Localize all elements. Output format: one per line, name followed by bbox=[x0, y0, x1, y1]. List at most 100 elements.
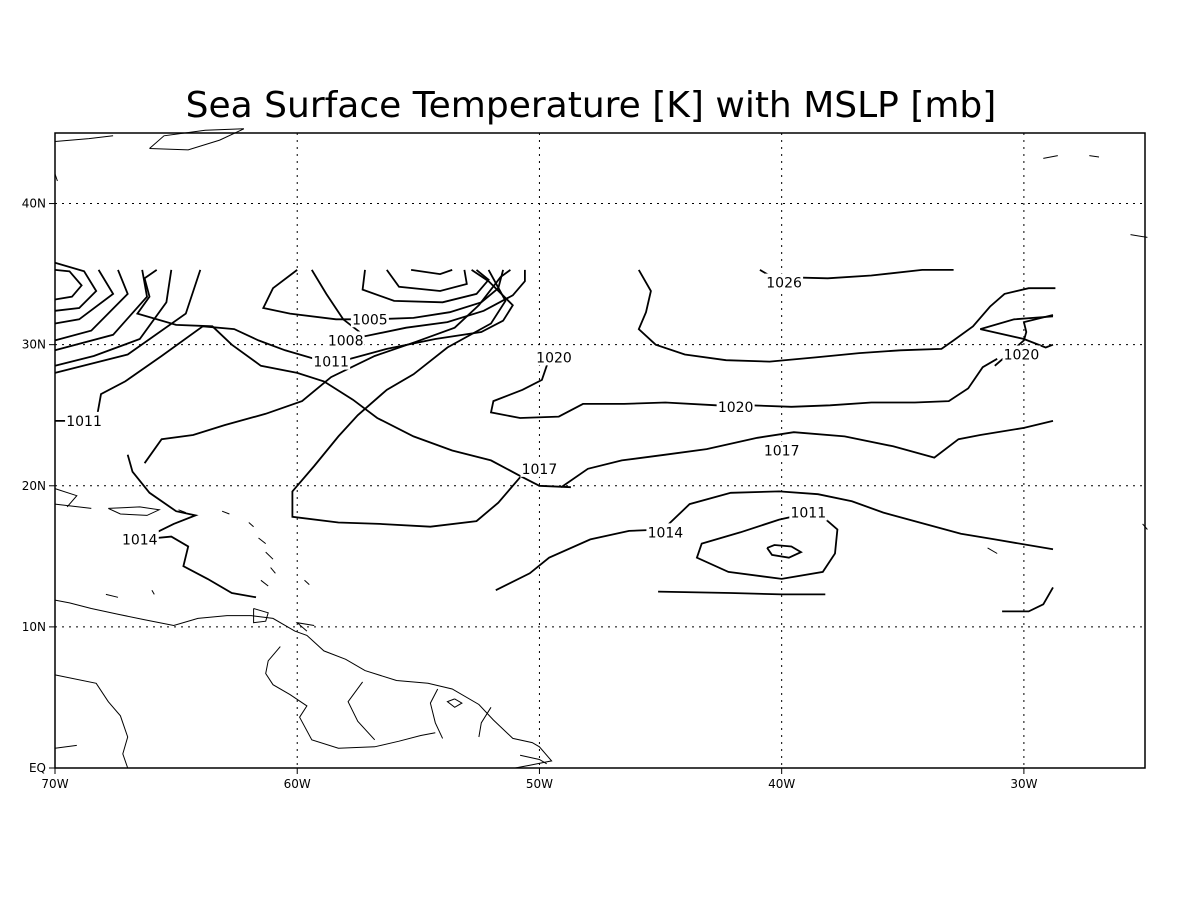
mslp-contour-line bbox=[658, 590, 826, 596]
y-tick-label: 20N bbox=[22, 479, 46, 493]
contour-label-mask bbox=[326, 331, 365, 349]
mslp-contour-line bbox=[766, 544, 803, 559]
contour-label: 1026 bbox=[766, 276, 802, 292]
mslp-contour-line bbox=[54, 269, 115, 325]
coastline-segment bbox=[54, 744, 77, 749]
contour-label-mask bbox=[789, 503, 828, 521]
contour-label-mask bbox=[65, 411, 104, 429]
coastline-segment bbox=[151, 589, 155, 595]
coastline-segment bbox=[987, 547, 998, 554]
y-tick-label: 10N bbox=[22, 620, 46, 634]
coastline-segment bbox=[54, 674, 129, 769]
coastline-segment bbox=[258, 537, 267, 544]
contour-label-mask bbox=[1002, 345, 1041, 363]
contour-label-mask bbox=[120, 530, 159, 548]
contour-label-mask bbox=[520, 459, 559, 477]
mslp-contour-line bbox=[54, 269, 129, 342]
y-tick-label: 30N bbox=[22, 338, 46, 352]
contour-labels: 1005 1008 1011 1011 1014 1017 1020 1020 1017 1014… bbox=[65, 273, 1041, 548]
x-tick-label: 50W bbox=[526, 777, 553, 791]
mslp-contour-line bbox=[637, 269, 1056, 363]
coastline-segment bbox=[478, 707, 492, 738]
contour-label: 1011 bbox=[66, 414, 102, 430]
coastline-segment bbox=[265, 551, 274, 560]
contour-label: 1011 bbox=[313, 355, 349, 371]
contour-label: 1014 bbox=[122, 532, 158, 548]
coastline-segment bbox=[1142, 523, 1148, 530]
mslp-contour-line bbox=[55, 269, 514, 422]
coastline-segment bbox=[519, 754, 547, 765]
coastline-segment bbox=[295, 621, 315, 632]
mslp-contour-line bbox=[695, 511, 839, 580]
contour-label-mask bbox=[716, 397, 755, 415]
mslp-contour-line bbox=[489, 358, 998, 419]
y-tick-label: 40N bbox=[22, 197, 46, 211]
x-tick-label: 70W bbox=[41, 777, 68, 791]
contour-label: 1020 bbox=[536, 350, 572, 366]
coastline-segment bbox=[1130, 234, 1148, 238]
mslp-contour-line bbox=[126, 454, 257, 599]
mslp-contour-line bbox=[311, 269, 526, 338]
coastline-segment bbox=[347, 681, 376, 741]
coastline-segment bbox=[1089, 155, 1100, 158]
coastline-segment bbox=[270, 567, 276, 574]
contour-label: 1020 bbox=[718, 400, 754, 416]
contour-label: 1017 bbox=[522, 462, 558, 478]
mslp-contours bbox=[54, 261, 1056, 613]
contour-label: 1020 bbox=[1004, 348, 1040, 364]
contour-label-mask bbox=[312, 352, 351, 370]
contour-label: 1017 bbox=[764, 444, 800, 460]
map-title: Sea Surface Temperature [K] with MSLP [m… bbox=[186, 85, 997, 126]
mslp-contour-line bbox=[560, 420, 1054, 488]
mslp-contour-line bbox=[143, 269, 511, 464]
contour-label: 1014 bbox=[648, 525, 684, 541]
coastline-segment bbox=[1043, 155, 1058, 159]
mslp-contour-line bbox=[54, 269, 202, 374]
contour-label: 1008 bbox=[328, 333, 364, 349]
contour-label: 1005 bbox=[352, 312, 388, 328]
coastline-segment bbox=[304, 579, 310, 585]
mslp-contour-line bbox=[361, 269, 490, 304]
grid-lines bbox=[55, 133, 1145, 768]
mslp-contour-line bbox=[410, 269, 453, 276]
mslp-contour-line bbox=[54, 269, 148, 352]
mslp-contour-line bbox=[495, 490, 1054, 592]
coastline-segment bbox=[105, 593, 119, 598]
contour-label-mask bbox=[762, 441, 801, 459]
coastline-segment bbox=[149, 128, 245, 151]
axis-ticks: 70W 60W 50W 40W 30W EQ 10N 20N 30N 40N bbox=[22, 197, 1038, 791]
plot-frame bbox=[54, 132, 1146, 769]
mslp-contour-line bbox=[135, 269, 571, 489]
coastline-segment bbox=[54, 599, 553, 769]
contour-label-mask bbox=[646, 523, 685, 541]
mslp-contour-line bbox=[1002, 586, 1054, 613]
coastline-segment bbox=[54, 135, 114, 142]
x-tick-label: 40W bbox=[768, 777, 795, 791]
coastline-segment bbox=[54, 173, 58, 182]
mslp-contour-line bbox=[291, 269, 521, 528]
coastline-segment bbox=[253, 608, 269, 624]
coastline-segment bbox=[265, 646, 436, 749]
mslp-contour-line bbox=[54, 269, 83, 301]
coastline-segment bbox=[446, 698, 463, 708]
coastline-segment bbox=[248, 522, 254, 528]
coastlines bbox=[54, 128, 1148, 769]
contour-label-mask bbox=[765, 273, 804, 291]
x-tick-label: 60W bbox=[284, 777, 311, 791]
coastline-segment bbox=[54, 503, 92, 509]
coastline-segment bbox=[54, 488, 78, 508]
x-tick-label: 30W bbox=[1010, 777, 1037, 791]
contour-label-mask bbox=[534, 348, 573, 366]
mslp-contour-line bbox=[386, 269, 468, 292]
coastline-segment bbox=[221, 510, 230, 515]
coastline-segment bbox=[108, 506, 161, 516]
coastline-segment bbox=[260, 579, 269, 587]
mslp-contour-line bbox=[54, 261, 98, 312]
contour-label: 1011 bbox=[790, 506, 826, 522]
coastline-segment bbox=[429, 688, 444, 739]
contour-label-mask bbox=[350, 310, 389, 328]
y-tick-label: EQ bbox=[29, 761, 46, 775]
mslp-contour-line bbox=[980, 315, 1054, 349]
mslp-contour-line bbox=[54, 269, 173, 367]
